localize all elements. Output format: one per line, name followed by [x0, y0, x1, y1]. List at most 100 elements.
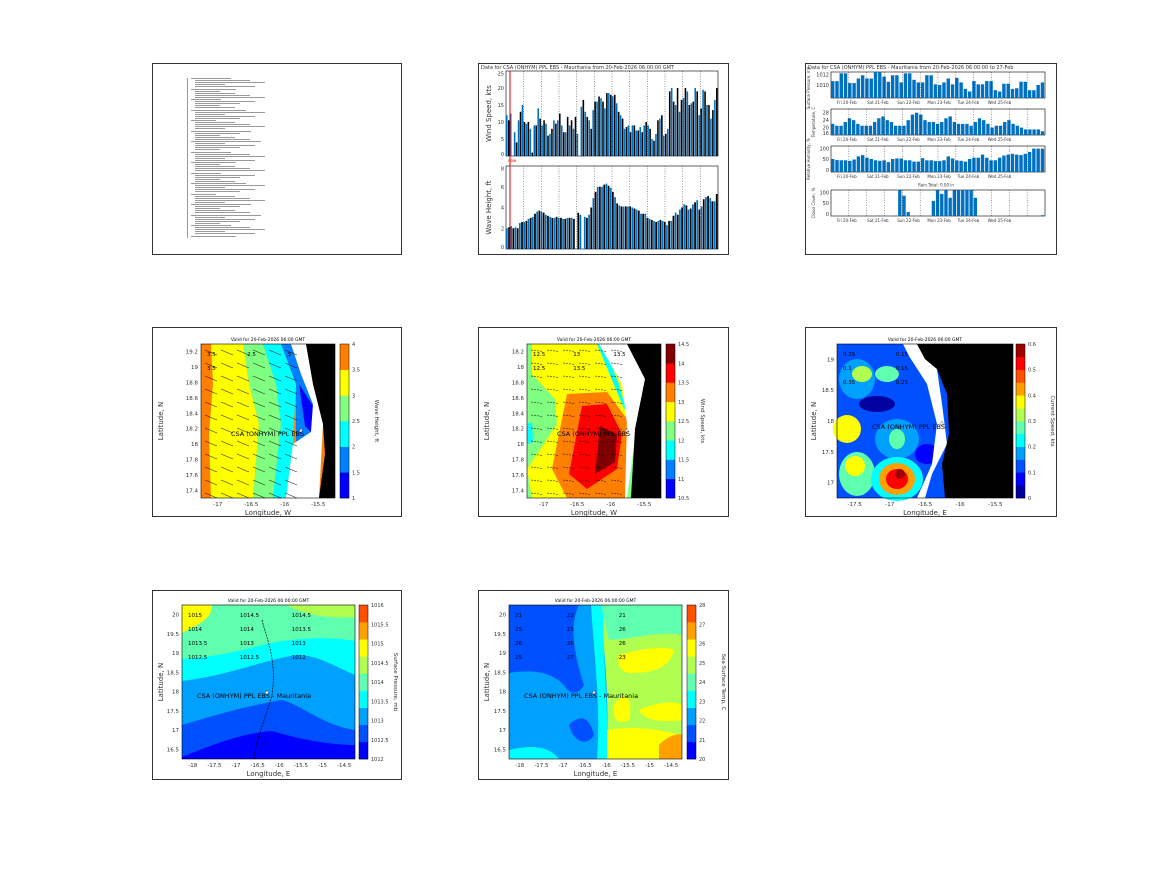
- x-tick-label: -15: [645, 763, 654, 769]
- colorbar-frame: [1015, 343, 1026, 499]
- bar: [931, 122, 936, 135]
- bar: [1040, 148, 1045, 172]
- doc-text-line: [195, 107, 235, 109]
- bar: [877, 118, 881, 135]
- bar: [852, 83, 856, 98]
- direction-arrow: [530, 349, 544, 352]
- direction-arrow: [578, 427, 592, 430]
- contour-label: 0.25: [896, 380, 909, 386]
- bar: [682, 98, 685, 156]
- y-tick-label: 19: [172, 651, 179, 657]
- doc-text-line: [191, 172, 221, 174]
- x-tick-label: -14.5: [664, 763, 679, 769]
- bar: [596, 186, 599, 249]
- y-tick-label: 19.5: [494, 632, 507, 638]
- y-tick-label: 17: [499, 728, 506, 734]
- colorbar-tick-label: 1013: [371, 719, 384, 725]
- direction-arrow: [594, 349, 608, 352]
- bar: [553, 120, 555, 156]
- y-tick-label: 16: [823, 131, 829, 137]
- direction-arrow: [204, 466, 218, 473]
- direction-arrow: [610, 414, 624, 417]
- bar: [903, 73, 908, 98]
- bar: [1027, 151, 1032, 172]
- day-label: Sun 22-Feb: [897, 100, 920, 105]
- bar: [515, 142, 518, 156]
- direction-arrow: [268, 492, 282, 499]
- bar: [637, 130, 640, 156]
- direction-arrow: [562, 362, 576, 365]
- direction-arrow: [220, 479, 234, 486]
- bar: [865, 78, 869, 98]
- bar: [843, 122, 847, 135]
- bar: [685, 205, 688, 249]
- colorbar-segment: [359, 690, 368, 708]
- colorbar-frame: [686, 604, 697, 760]
- direction-arrow: [268, 466, 282, 473]
- bar: [712, 110, 714, 156]
- direction-arrow: [594, 427, 608, 430]
- direction-arrow: [284, 401, 298, 408]
- colorbar-tick-label: 11.5: [678, 458, 689, 464]
- x-tick-label: -17: [885, 502, 894, 508]
- bar: [985, 157, 989, 172]
- direction-arrow: [252, 427, 266, 434]
- doc-text-line: [195, 128, 225, 130]
- bar: [694, 88, 697, 156]
- bar: [670, 220, 673, 249]
- y-tick-label: 17.5: [822, 450, 835, 456]
- map-title: Valid for 20-Feb-2026 06:00 GMT: [231, 337, 305, 343]
- contour-label: 0.25: [843, 352, 856, 358]
- bar: [702, 199, 705, 249]
- y-axis-label: Surface Pressure, mb: [806, 66, 811, 109]
- direction-arrow: [220, 388, 234, 395]
- bar: [856, 123, 860, 135]
- bar: [579, 214, 582, 249]
- colorbar-segment: [1016, 344, 1025, 358]
- map-title: Valid for 20-Feb-2026 06:00 GMT: [888, 337, 962, 343]
- y-tick-label: 28: [823, 111, 829, 117]
- doc-text-line: [195, 149, 220, 151]
- bar: [659, 219, 662, 249]
- contour-label: 3.5: [207, 352, 216, 358]
- y-tick-label: 18.8: [512, 381, 525, 387]
- bar: [553, 217, 556, 249]
- bar: [635, 209, 638, 249]
- direction-arrow: [546, 453, 560, 456]
- y-tick-label: 17.5: [494, 709, 507, 715]
- contour-label: 23: [619, 655, 626, 661]
- bar: [665, 133, 667, 156]
- bar: [899, 82, 903, 98]
- colorbar-tick-label: 10.5: [678, 496, 689, 502]
- y-tick-label: 2: [501, 226, 504, 232]
- contour-label: 0.15: [896, 352, 909, 358]
- bar: [935, 123, 940, 135]
- bar: [541, 125, 543, 156]
- y-tick-label: 0: [501, 152, 504, 158]
- bar: [1019, 155, 1023, 172]
- site-label: CSA (ONHYM) PPL EBS - Mauritania: [524, 692, 638, 700]
- bar: [506, 228, 508, 249]
- x-axis-label: Longitude, E: [574, 770, 618, 778]
- bar: [570, 120, 573, 156]
- y-tick-label: 0: [826, 212, 829, 218]
- bar: [531, 216, 534, 249]
- bar: [1040, 215, 1045, 216]
- bar: [616, 203, 619, 249]
- direction-arrow: [546, 349, 560, 352]
- bar: [518, 223, 521, 249]
- direction-arrow: [236, 479, 250, 486]
- bar: [993, 90, 998, 98]
- bar: [700, 108, 702, 156]
- direction-arrow: [204, 453, 218, 460]
- bar: [576, 133, 579, 156]
- bar: [508, 227, 510, 249]
- direction-arrow: [610, 349, 624, 352]
- direction-arrow: [562, 388, 576, 391]
- bar: [989, 160, 993, 172]
- doc-text-line: [191, 88, 236, 90]
- y-tick-label: 24: [823, 118, 829, 124]
- bar: [952, 122, 957, 135]
- plot-area: [833, 344, 1013, 501]
- x-tick-label: -15.5: [621, 763, 636, 769]
